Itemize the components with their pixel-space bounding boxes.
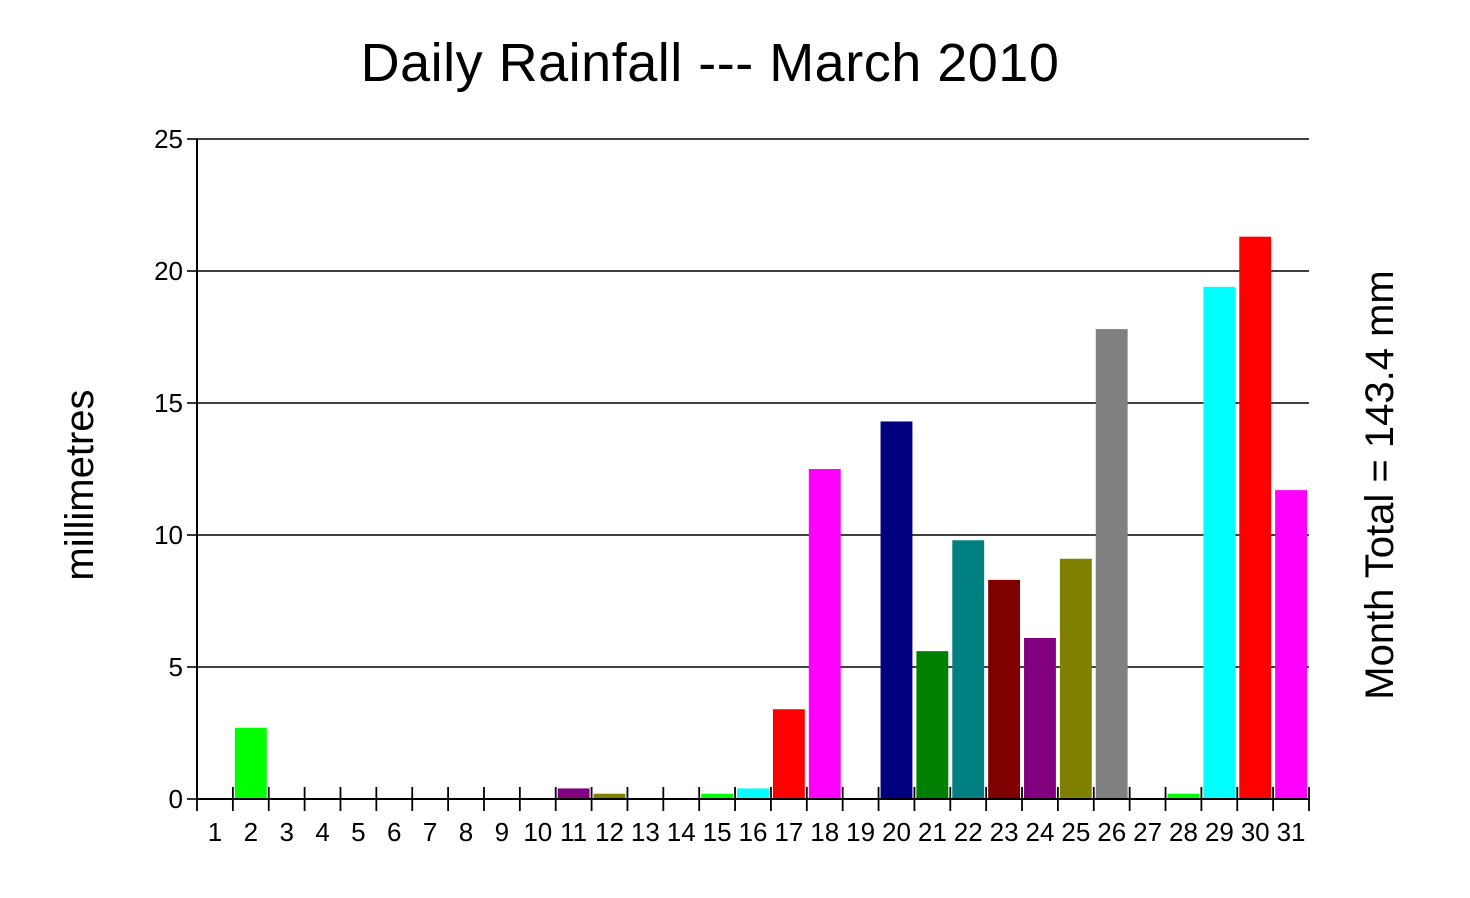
x-tick-label: 12 <box>595 817 624 847</box>
bar-day-24 <box>1024 637 1056 799</box>
x-tick-label: 24 <box>1026 817 1055 847</box>
x-tick-label: 2 <box>244 817 258 847</box>
x-tick-label: 19 <box>846 817 875 847</box>
x-tick-label: 4 <box>315 817 329 847</box>
y-tick-labels: 0 5 10 15 20 25 <box>154 124 183 814</box>
x-tick-label: 21 <box>918 817 947 847</box>
x-tick-label: 20 <box>882 817 911 847</box>
bar-day-30 <box>1239 236 1272 799</box>
x-tick-label: 29 <box>1205 817 1234 847</box>
bar-day-29 <box>1203 286 1236 800</box>
x-tick-label: 13 <box>631 817 660 847</box>
bar-day-20 <box>880 421 913 799</box>
y-tick-label: 20 <box>154 256 183 286</box>
x-tick-label: 9 <box>495 817 509 847</box>
x-tick-label: 14 <box>667 817 696 847</box>
grid-lines <box>197 138 1309 668</box>
bar-day-23 <box>988 579 1021 799</box>
bar-day-15 <box>701 793 734 799</box>
bar-day-16 <box>737 788 769 799</box>
x-tick-label: 6 <box>387 817 401 847</box>
x-tick-label: 23 <box>990 817 1019 847</box>
bar-day-21 <box>916 651 949 799</box>
x-tick-label: 10 <box>523 817 552 847</box>
bar-day-25 <box>1059 558 1092 799</box>
x-tick-label: 17 <box>774 817 803 847</box>
bar-day-18 <box>808 469 841 799</box>
bar-day-26 <box>1095 329 1128 799</box>
x-tick-labels: 1 2 3 4 5 6 7 8 9 10 11 12 13 14 15 16 17 18 19 20 21 22 23 24 2… <box>208 817 1306 847</box>
bar-day-11 <box>557 788 590 799</box>
bar-day-2 <box>234 727 267 799</box>
bars <box>234 236 1307 800</box>
x-tick-label: 26 <box>1097 817 1126 847</box>
y-tick-label: 25 <box>154 124 183 154</box>
chart-title: Daily Rainfall --- March 2010 <box>360 33 1060 93</box>
x-tick-label: 18 <box>810 817 839 847</box>
y-tick-label: 15 <box>154 388 183 418</box>
y-tick-label: 10 <box>154 520 183 550</box>
x-tick-label: 27 <box>1133 817 1162 847</box>
x-tick-label: 22 <box>954 817 983 847</box>
axes <box>187 138 1310 811</box>
x-tick-label: 25 <box>1061 817 1090 847</box>
y-tick-label: 0 <box>169 784 183 814</box>
x-tick-label: 7 <box>423 817 437 847</box>
bar-day-31 <box>1275 490 1307 799</box>
x-tick-label: 1 <box>208 817 222 847</box>
x-tick-label: 28 <box>1169 817 1198 847</box>
x-tick-label: 8 <box>459 817 473 847</box>
y-tick-label: 5 <box>169 652 183 682</box>
bar-day-22 <box>952 540 985 799</box>
bar-day-28 <box>1167 793 1200 799</box>
x-tick-label: 15 <box>703 817 732 847</box>
x-tick-label: 3 <box>279 817 293 847</box>
x-tick-label: 16 <box>739 817 768 847</box>
x-tick-label: 11 <box>560 817 587 847</box>
bar-day-12 <box>593 793 626 799</box>
x-tick-label: 5 <box>351 817 365 847</box>
bar-day-17 <box>772 709 805 799</box>
x-tick-label: 30 <box>1241 817 1270 847</box>
x-tick-label: 31 <box>1277 817 1306 847</box>
